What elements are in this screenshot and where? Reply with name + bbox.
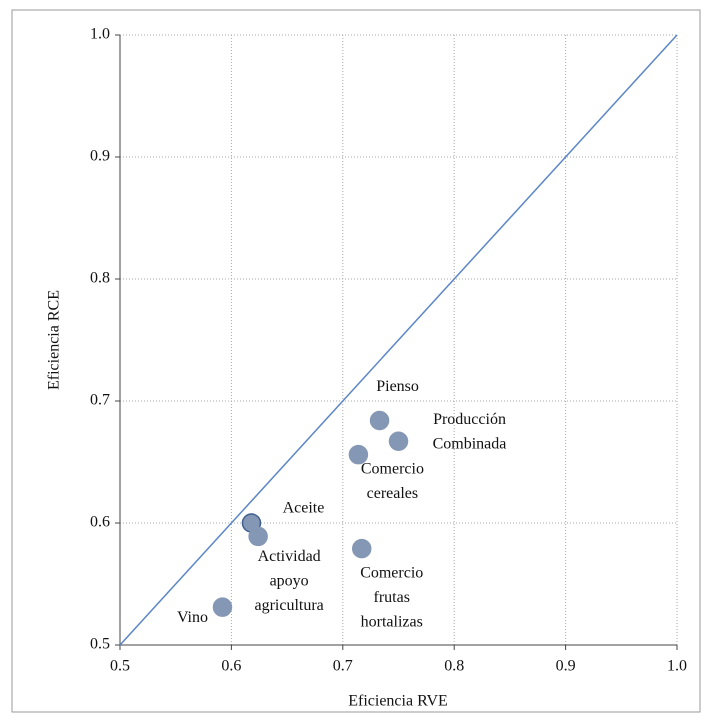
- point-label: Comercio: [360, 564, 423, 581]
- x-tick-label: 1.0: [667, 658, 687, 675]
- x-tick-label: 0.6: [221, 658, 241, 675]
- y-axis-title: Eficiencia RCE: [46, 290, 63, 390]
- point-label: Pienso: [376, 378, 419, 395]
- x-axis-title: Eficiencia RVE: [348, 693, 448, 710]
- point-label: Comercio: [361, 460, 424, 477]
- point-label: Producción: [433, 411, 506, 428]
- y-tick-label: 1.0: [90, 26, 110, 43]
- point-label: Vino: [177, 609, 208, 626]
- y-tick-label: 0.9: [90, 148, 110, 165]
- point: [248, 526, 268, 547]
- x-tick-label: 0.8: [444, 658, 464, 675]
- y-tick-label: 0.7: [90, 392, 110, 409]
- frame: [11, 9, 701, 713]
- point: [351, 538, 372, 559]
- point-label: Actividad: [258, 548, 321, 565]
- y-tick-label: 0.5: [90, 636, 110, 653]
- point-label: hortalizas: [361, 613, 423, 630]
- x-tick-label: 0.5: [110, 658, 130, 675]
- point-label: agricultura: [254, 597, 323, 614]
- y-tick-label: 0.6: [90, 514, 110, 531]
- point: [212, 597, 233, 617]
- reference-line: [119, 34, 678, 646]
- point: [369, 410, 390, 431]
- point-label: Aceite: [283, 500, 325, 517]
- y-tick-label: 0.8: [90, 270, 110, 287]
- point: [388, 431, 409, 452]
- x-tick-label: 0.9: [556, 658, 576, 675]
- point-label: frutas: [374, 589, 410, 606]
- point-label: cereales: [367, 485, 419, 502]
- x-tick-label: 0.7: [333, 658, 353, 675]
- point-label: apoyo: [270, 573, 309, 590]
- point: [348, 444, 369, 465]
- point-label: Combinada: [433, 435, 507, 452]
